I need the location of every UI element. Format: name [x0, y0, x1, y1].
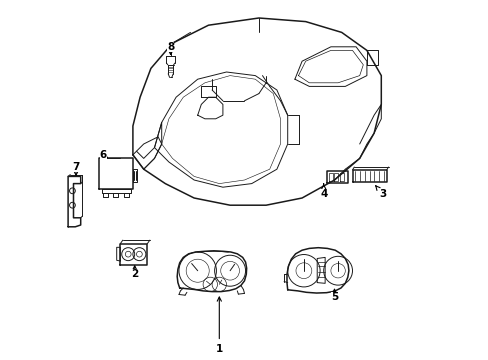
Text: 1: 1: [215, 297, 223, 354]
Text: 4: 4: [319, 184, 327, 199]
Text: 6: 6: [100, 150, 107, 160]
Text: 5: 5: [330, 289, 337, 302]
Text: 3: 3: [375, 186, 386, 199]
Text: 2: 2: [131, 266, 138, 279]
Text: 7: 7: [72, 162, 80, 175]
Text: 8: 8: [167, 42, 174, 55]
